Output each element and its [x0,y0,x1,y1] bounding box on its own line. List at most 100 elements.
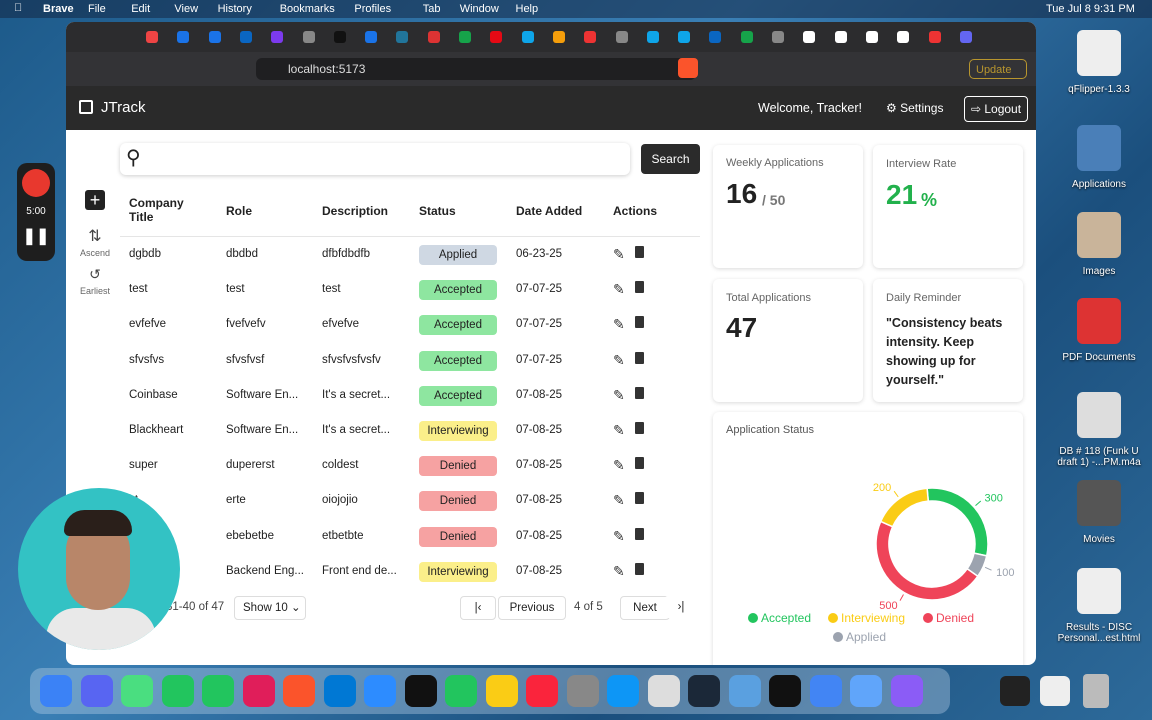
dock-icon[interactable] [566,675,599,707]
previous-button[interactable]: Previous [498,596,566,620]
edit-button[interactable]: ✎ [613,246,625,262]
page-size[interactable]: Show 10 ⌄ [234,596,306,620]
delete-button[interactable] [635,422,644,434]
desktop-icon[interactable] [1077,298,1121,344]
desktop-icon[interactable] [1077,30,1121,76]
dock-icon[interactable] [688,675,720,707]
tab[interactable] [333,31,346,43]
dock-icon[interactable] [364,675,396,707]
menu-item[interactable]: History [217,3,252,15]
tab[interactable] [490,31,503,43]
pause-button[interactable]: ❚❚ [22,228,50,245]
brand[interactable]: JTrack [101,99,146,116]
tab[interactable] [177,31,190,43]
edit-button[interactable]: ✎ [613,281,625,298]
search-input[interactable] [120,143,630,175]
menu-item[interactable]: Tab [422,3,441,15]
brave-shield[interactable] [678,58,698,78]
last-page[interactable]: ›| [664,596,698,618]
tab[interactable] [396,31,409,43]
menu-item[interactable]: Help [515,3,539,15]
dock-icon[interactable] [607,675,639,707]
dock-icon[interactable] [769,675,801,707]
tab[interactable] [427,31,440,43]
delete-button[interactable] [635,527,644,540]
dock-icon[interactable] [161,675,194,707]
delete-button[interactable] [635,386,644,399]
dock-icon[interactable] [809,675,842,707]
edit-button[interactable]: ✎ [613,562,625,579]
tab[interactable] [740,31,753,43]
edit-button[interactable]: ✎ [613,351,625,368]
edit-button[interactable]: ✎ [613,527,625,544]
delete-button[interactable] [635,562,644,575]
dock-icon[interactable] [202,675,234,707]
tab[interactable] [897,31,910,43]
tab[interactable] [302,31,315,43]
tab[interactable] [459,31,471,43]
delete-button[interactable] [635,281,644,294]
delete-button[interactable] [635,246,644,258]
tab[interactable] [803,31,816,43]
dock-icon[interactable] [242,675,275,707]
sort-label[interactable]: Earliest [79,286,110,296]
edit-button[interactable]: ✎ [613,422,625,438]
tab[interactable] [646,31,659,43]
desktop-icon[interactable] [1077,568,1121,614]
delete-button[interactable] [635,457,644,470]
desktop-icon[interactable] [1077,212,1121,258]
tab[interactable] [239,31,252,43]
app-name[interactable]: Brave [43,3,74,15]
settings-link[interactable]: ⚙ Settings [886,101,944,115]
tab[interactable] [615,31,628,43]
add-button[interactable]: + [85,190,105,210]
menu-item[interactable]: File [88,3,106,15]
tab[interactable] [834,31,847,43]
menu-item[interactable]: Bookmarks [279,3,335,15]
edit-button[interactable]: ✎ [613,316,625,333]
dock-icon[interactable] [40,675,72,707]
trash[interactable] [1083,674,1109,708]
dock-icon[interactable] [1000,676,1030,706]
logout-button[interactable]: ⇨ Logout [964,96,1028,122]
address-bar[interactable] [256,58,696,80]
menu-item[interactable]: Window [459,3,499,15]
tab[interactable] [365,31,378,43]
dock-icon[interactable] [80,675,113,707]
dock-icon[interactable] [526,675,558,707]
edit-button[interactable]: ✎ [613,386,625,403]
sort-label[interactable]: Ascend [79,248,111,258]
dock-icon[interactable] [728,675,761,707]
menu-item[interactable]: Edit [131,3,151,15]
tab[interactable] [584,31,597,43]
edit-button[interactable]: ✎ [613,492,625,509]
search-button[interactable]: Search [641,144,700,174]
desktop-icon[interactable] [1077,392,1121,438]
tab[interactable] [271,31,284,43]
dock-icon[interactable] [890,675,923,707]
dock-icon[interactable] [283,675,315,707]
next-button[interactable]: Next [620,596,670,620]
tab[interactable] [146,31,158,43]
edit-button[interactable]: ✎ [613,457,625,474]
tab[interactable] [928,31,941,43]
first-page[interactable]: |‹ [460,596,496,620]
desktop-icon[interactable] [1077,480,1121,526]
dock-icon[interactable] [1040,676,1070,706]
dock-icon[interactable] [647,675,680,707]
dock-icon[interactable] [121,675,153,707]
tab[interactable] [521,31,534,43]
tab[interactable] [552,31,565,43]
delete-button[interactable] [635,492,644,505]
delete-button[interactable] [635,351,644,364]
tab[interactable] [678,31,691,43]
dock-icon[interactable] [323,675,356,707]
tab[interactable] [865,31,878,43]
delete-button[interactable] [635,316,644,329]
update-button[interactable]: Update [969,59,1027,79]
stop-button[interactable] [22,169,50,197]
dock-icon[interactable] [485,675,518,707]
dock-icon[interactable] [445,675,477,707]
tab[interactable] [772,31,784,43]
menu-item[interactable]: View [174,3,199,15]
